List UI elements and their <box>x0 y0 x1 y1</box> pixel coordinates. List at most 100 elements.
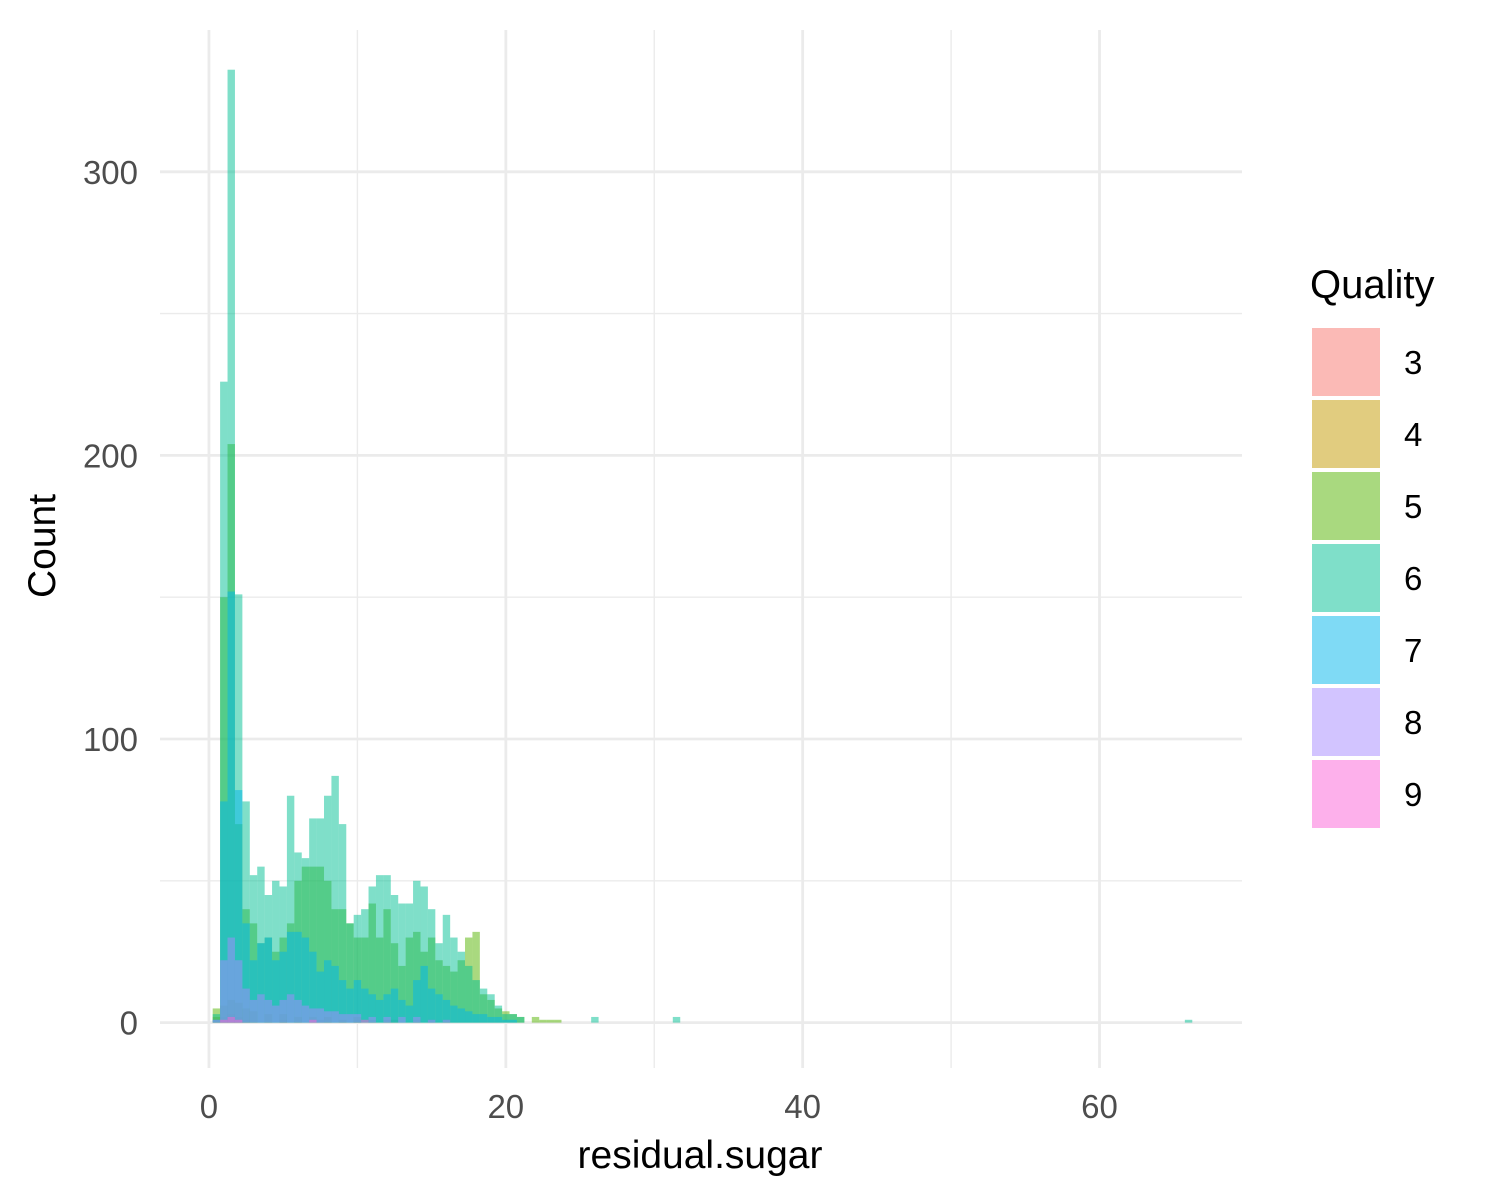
histogram-bar <box>398 1016 406 1023</box>
histogram-bar <box>324 795 332 1023</box>
histogram-bar <box>390 988 399 1023</box>
histogram-bar <box>361 988 369 1023</box>
y-tick-label: 100 <box>83 721 138 758</box>
histogram-bar <box>227 69 235 1023</box>
series-6 <box>212 69 1193 1023</box>
legend-key-5 <box>1312 472 1380 540</box>
histogram-bar <box>309 1008 317 1023</box>
legend-label-7: 7 <box>1404 632 1422 669</box>
legend-key-3 <box>1312 328 1380 396</box>
histogram-bar <box>420 965 428 1023</box>
legend-key-4 <box>1312 400 1380 468</box>
histogram-bar <box>346 988 354 1023</box>
legend-label-8: 8 <box>1404 704 1422 741</box>
legend: Quality 3 4 5 6 7 8 9 <box>1310 263 1435 828</box>
histogram-bar <box>331 775 339 1023</box>
histogram-bar <box>405 903 414 1023</box>
histogram-bar <box>338 824 347 1023</box>
histogram-bar <box>427 909 436 1023</box>
histogram-bar <box>546 1019 555 1023</box>
histogram-bar <box>368 1016 376 1023</box>
histogram-bar <box>353 1014 362 1023</box>
histogram-bar <box>220 1019 228 1023</box>
histogram-bar <box>479 1014 488 1023</box>
histogram-bar <box>220 960 228 1023</box>
histogram-bar <box>212 1019 221 1023</box>
histogram-bar <box>472 931 480 1023</box>
legend-key-9 <box>1312 760 1380 828</box>
legend-key-8 <box>1312 688 1380 756</box>
x-tick-label: 40 <box>784 1088 821 1125</box>
histogram-bar <box>390 895 399 1023</box>
histogram-bar <box>309 818 317 1023</box>
bars-layer <box>212 69 1193 1023</box>
histogram-bar <box>242 988 250 1023</box>
series-8 <box>212 937 451 1023</box>
legend-label-5: 5 <box>1404 488 1422 525</box>
legend-key-7 <box>1312 616 1380 684</box>
histogram-bar <box>375 875 384 1023</box>
histogram-bar <box>309 951 317 1023</box>
histogram-bar <box>427 988 436 1023</box>
series-9 <box>220 1016 369 1023</box>
histogram-bar <box>361 909 369 1023</box>
histogram-bar <box>257 943 265 1023</box>
histogram-bar <box>383 994 391 1023</box>
histogram-bar <box>465 965 473 1023</box>
histogram-bar <box>249 999 258 1023</box>
histogram-bar <box>1184 1019 1193 1023</box>
histogram-bar <box>383 1016 391 1023</box>
histogram-bar <box>531 1016 540 1023</box>
histogram-bar <box>465 1011 473 1023</box>
histogram-bar <box>234 790 243 1023</box>
histogram-bar <box>502 1014 510 1023</box>
histogram-bar <box>554 1019 562 1023</box>
histogram-bar <box>272 960 280 1023</box>
histogram-bar <box>435 943 443 1023</box>
histogram-bar <box>457 1008 466 1023</box>
histogram-bar <box>398 999 406 1023</box>
histogram-bar <box>509 1014 517 1023</box>
histogram-bar <box>331 965 339 1023</box>
x-tick-labels: 0 20 40 60 <box>200 1088 1118 1125</box>
histogram-bar <box>479 988 488 1023</box>
histogram-bar <box>420 886 428 1023</box>
x-tick-label: 0 <box>200 1088 218 1125</box>
y-tick-labels: 0 100 200 300 <box>83 154 138 1042</box>
histogram-bar <box>272 880 280 1023</box>
histogram-bar <box>316 971 325 1023</box>
histogram-bar <box>301 937 310 1023</box>
legend-label-4: 4 <box>1404 416 1422 453</box>
y-tick-label: 0 <box>120 1005 138 1042</box>
histogram-bar <box>375 999 384 1023</box>
histogram-bar <box>324 960 332 1023</box>
y-tick-label: 200 <box>83 437 138 474</box>
y-tick-label: 300 <box>83 154 138 191</box>
histogram-bar <box>405 1005 414 1023</box>
histogram-bar <box>383 875 391 1023</box>
histogram-bar <box>286 994 295 1023</box>
x-axis-title: residual.sugar <box>578 1134 823 1177</box>
histogram-bar <box>450 1005 458 1023</box>
histogram-bar <box>487 1016 495 1023</box>
histogram-bar <box>413 1016 421 1023</box>
histogram-bar <box>346 1014 354 1023</box>
histogram-bar <box>227 1016 235 1023</box>
histogram-bar <box>472 980 480 1023</box>
histogram-bar <box>435 994 443 1023</box>
x-tick-label: 20 <box>487 1088 524 1125</box>
histogram-bar <box>450 937 458 1023</box>
legend-label-6: 6 <box>1404 560 1422 597</box>
histogram-bar <box>487 994 495 1023</box>
histogram-bar <box>242 801 250 1023</box>
histogram-bar <box>494 1005 503 1023</box>
histogram-bar <box>368 886 376 1023</box>
histogram-bar <box>442 1019 451 1023</box>
histogram-bar <box>338 1014 347 1023</box>
histogram-bar <box>294 931 302 1023</box>
legend-key-6 <box>1312 544 1380 612</box>
histogram-bar <box>316 1008 325 1023</box>
y-axis-title: Count <box>21 494 64 598</box>
histogram-bar <box>413 880 421 1023</box>
